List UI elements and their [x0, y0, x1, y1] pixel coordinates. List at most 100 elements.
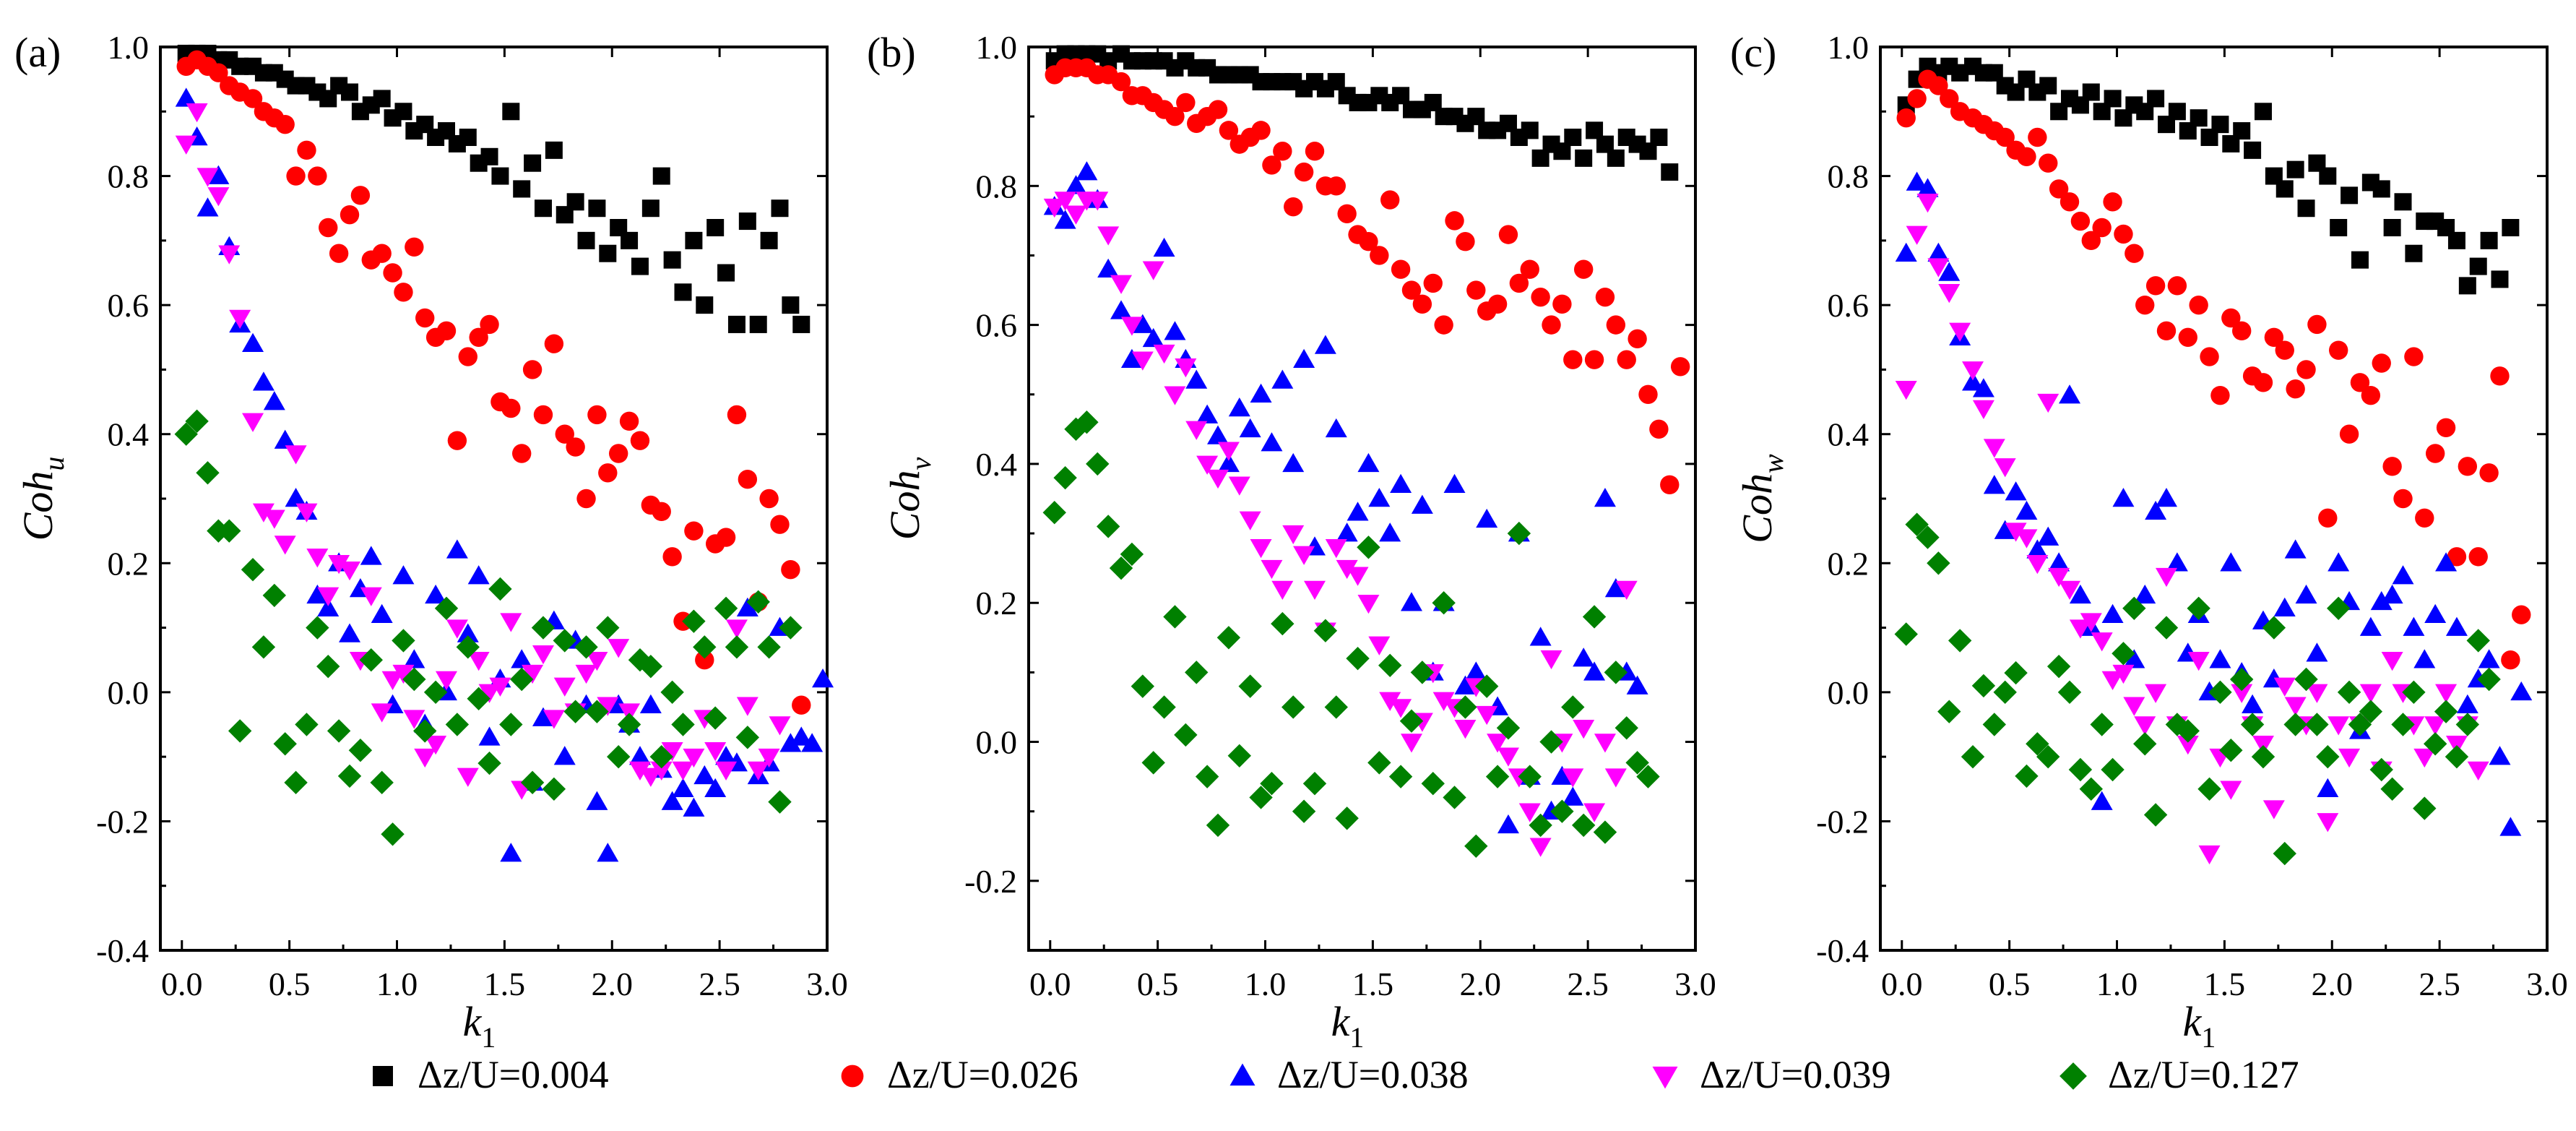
data-point [1593, 820, 1617, 844]
data-point [2114, 224, 2133, 244]
data-point [1551, 765, 1573, 785]
data-point [1110, 300, 1133, 319]
data-point [1120, 348, 1143, 368]
data-point [1131, 351, 1154, 371]
data-point [639, 654, 663, 679]
data-point [373, 90, 391, 108]
data-point [2037, 393, 2059, 413]
data-point [2189, 295, 2208, 315]
data-point [2286, 379, 2305, 399]
data-point [597, 697, 619, 716]
data-point [262, 583, 287, 608]
data-point [1583, 661, 1606, 681]
data-point [586, 791, 608, 810]
data-point [1573, 720, 1595, 739]
data-point [337, 764, 362, 788]
data-point [2447, 231, 2465, 249]
data-point [2219, 739, 2243, 762]
data-point [381, 822, 405, 846]
y-tick-label: 0.0 [1828, 674, 1870, 711]
panel-b: 0.0 0.5 1.0 1.5 2.0 2.5 3.0 -0.2 0.0 0.2 0.4 0.6 0.8… [867, 29, 1716, 1054]
data-point [459, 129, 477, 146]
data-point [2339, 424, 2359, 444]
data-point [1238, 674, 1262, 698]
data-point [704, 778, 727, 798]
data-point [1421, 772, 1445, 796]
data-point [1175, 358, 1197, 378]
data-point [1507, 521, 1531, 546]
data-point [2253, 373, 2273, 392]
data-point [1518, 765, 1542, 788]
data-point [1196, 404, 1219, 423]
data-point [522, 664, 544, 684]
data-point [2275, 340, 2294, 360]
data-point [2317, 778, 2339, 798]
data-point [2284, 697, 2307, 716]
data-point [2391, 713, 2415, 736]
data-point [1927, 258, 1950, 278]
data-point [499, 713, 523, 736]
data-point [1496, 716, 1521, 740]
data-point [241, 558, 265, 582]
data-point [1208, 100, 1228, 119]
data-point [2005, 481, 2027, 501]
x-tick-label: 3.0 [806, 966, 848, 1002]
data-point [2080, 613, 2102, 632]
series-0 [177, 44, 811, 333]
data-point [2092, 218, 2112, 238]
data-point [350, 186, 371, 205]
legend-marker [841, 1065, 864, 1088]
panel-label: (c) [1730, 29, 1776, 76]
data-point [1217, 442, 1240, 461]
data-point [413, 719, 437, 743]
data-point [566, 437, 585, 457]
y-tick-label: 1.0 [976, 29, 1018, 66]
data-point [1948, 629, 1972, 653]
data-point [1165, 106, 1185, 126]
series-1 [1045, 58, 1690, 494]
data-point [1076, 161, 1098, 181]
data-point [1561, 695, 1585, 719]
data-point [252, 503, 275, 523]
data-point [2221, 308, 2241, 328]
data-point [553, 677, 576, 697]
data-point [2328, 716, 2350, 736]
data-point [2123, 697, 2145, 716]
data-point [1582, 605, 1607, 629]
data-point [1604, 578, 1627, 598]
data-point [175, 87, 197, 107]
data-point [2059, 384, 2081, 404]
data-point [2244, 141, 2262, 159]
data-point [1625, 751, 1649, 775]
data-point [2456, 694, 2478, 713]
data-point [534, 199, 552, 218]
x-axis-label-main: k [2183, 998, 2203, 1045]
data-point [467, 687, 490, 710]
data-point [1302, 772, 1327, 796]
data-point [2262, 616, 2286, 640]
data-point [1453, 695, 1477, 719]
data-point [2480, 231, 2498, 249]
data-point [339, 623, 361, 642]
data-point [196, 197, 219, 217]
data-point [263, 509, 285, 529]
data-point [575, 664, 597, 684]
legend-marker [1229, 1063, 1255, 1086]
data-point [252, 371, 275, 391]
data-point [1141, 751, 1165, 775]
series-1 [1896, 69, 2531, 670]
data-point [2091, 791, 2113, 810]
data-point [1509, 273, 1529, 293]
x-tick-label: 2.0 [1460, 966, 1502, 1002]
data-point [2328, 552, 2350, 572]
data-point [2307, 314, 2327, 335]
data-point [2017, 147, 2036, 166]
data-point [2046, 654, 2071, 679]
data-point [2370, 590, 2393, 611]
data-point [1615, 716, 1638, 740]
data-point [1907, 89, 1927, 108]
y-tick-label: 0.6 [976, 307, 1018, 344]
data-point [1456, 232, 1475, 251]
data-point [2394, 193, 2412, 211]
x-tick-label: 2.0 [2312, 966, 2354, 1002]
